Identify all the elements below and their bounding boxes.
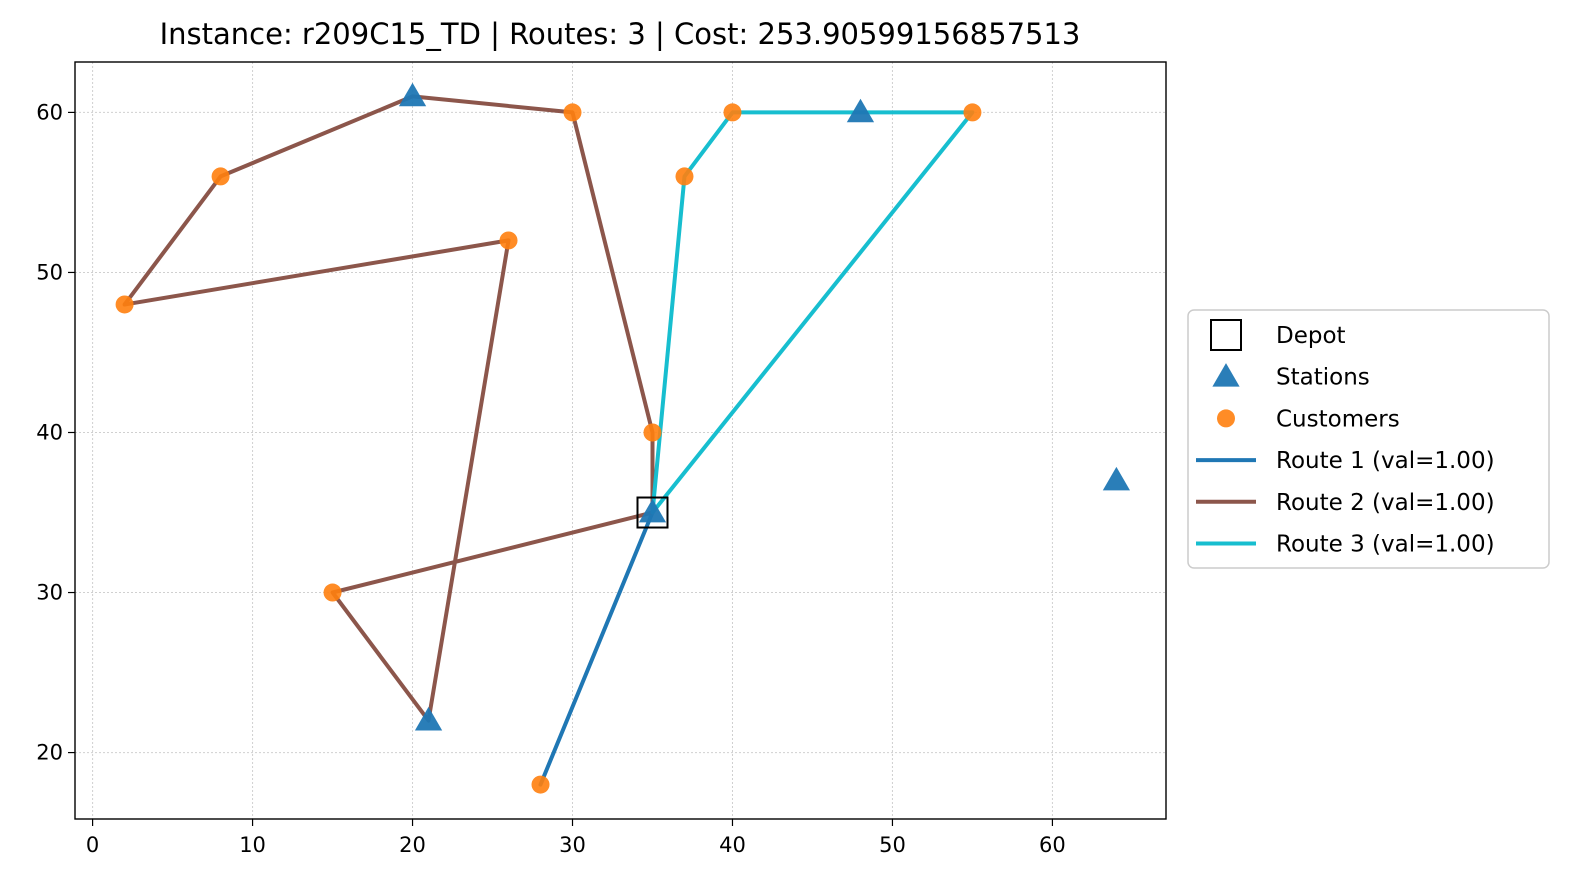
y-tick-label: 30 <box>36 581 63 605</box>
customer-marker <box>499 231 518 250</box>
routes <box>122 94 975 787</box>
route-3-line <box>650 110 975 515</box>
x-tick-label: 20 <box>399 833 426 857</box>
y-tick-label: 40 <box>36 420 63 444</box>
chart-title: Instance: r209C15_TD | Routes: 3 | Cost:… <box>160 17 1081 51</box>
axis-ticks: 0 10 20 30 40 50 60 20 30 40 50 60 <box>36 100 1066 857</box>
markers <box>115 82 1130 794</box>
grid <box>75 62 1166 819</box>
customer-marker <box>643 423 662 442</box>
y-tick-label: 60 <box>36 100 63 124</box>
route-1-line <box>538 510 655 787</box>
legend-label: Route 3 (val=1.00) <box>1276 532 1495 558</box>
legend-box <box>1187 309 1550 569</box>
legend-label: Customers <box>1276 406 1400 432</box>
station-marker <box>1102 466 1130 491</box>
legend-customer-symbol <box>1217 409 1235 428</box>
depot-marker <box>636 496 669 529</box>
plot-frame <box>74 61 1167 820</box>
legend-label: Stations <box>1276 365 1370 391</box>
legend-station-symbol <box>1212 363 1240 387</box>
customer-marker <box>675 167 694 186</box>
customer-marker <box>963 103 982 122</box>
route-2-line <box>122 94 655 723</box>
customer-marker <box>723 103 742 122</box>
legend-label: Route 1 (val=1.00) <box>1276 448 1495 474</box>
y-tick-label: 50 <box>36 260 63 284</box>
x-tick-label: 50 <box>879 833 906 857</box>
customer-marker <box>323 583 342 602</box>
station-marker <box>638 498 667 523</box>
customer-marker <box>115 295 134 314</box>
x-tick-label: 10 <box>239 833 266 857</box>
x-tick-label: 40 <box>719 833 746 857</box>
legend-label: Depot <box>1276 323 1346 349</box>
customer-marker <box>563 103 582 122</box>
x-tick-label: 60 <box>1039 833 1066 857</box>
y-tick-label: 20 <box>36 741 63 765</box>
station-marker <box>398 82 427 107</box>
x-tick-label: 0 <box>86 833 99 857</box>
legend-label: Route 2 (val=1.00) <box>1276 490 1495 516</box>
legend: Depot Stations Customers Route 1 (val=1.00)… <box>1187 309 1550 569</box>
customer-marker <box>211 167 230 186</box>
station-marker <box>414 706 443 731</box>
customer-marker <box>531 775 550 794</box>
legend-depot-symbol <box>1210 319 1242 351</box>
x-tick-label: 30 <box>559 833 586 857</box>
station-marker <box>846 98 875 123</box>
